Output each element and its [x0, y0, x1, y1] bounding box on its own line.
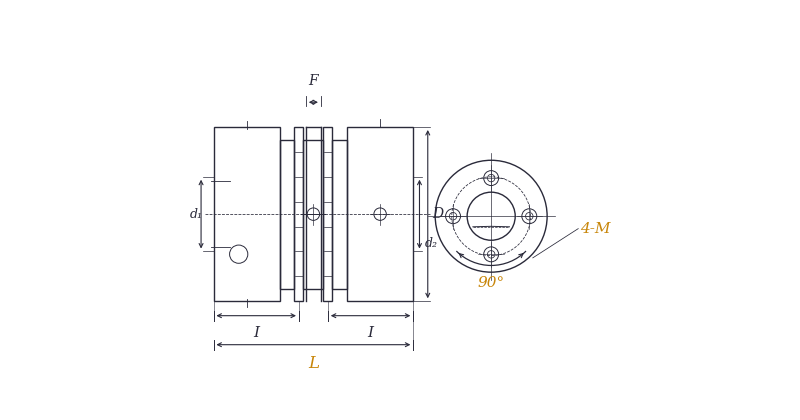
Bar	[323, 127, 333, 301]
Text: 4-M: 4-M	[580, 222, 610, 236]
Text: D: D	[432, 207, 443, 221]
Text: F: F	[309, 74, 318, 88]
Text: d₁: d₁	[190, 207, 202, 220]
Bar	[347, 127, 414, 301]
Bar	[294, 127, 303, 301]
Text: I: I	[253, 326, 259, 340]
Bar	[214, 127, 280, 301]
Text: 90°: 90°	[478, 276, 505, 290]
Text: d₂: d₂	[425, 236, 438, 249]
Text: L: L	[308, 355, 319, 372]
Bar	[280, 139, 294, 289]
Bar	[303, 139, 323, 289]
Bar	[333, 139, 347, 289]
Text: I: I	[367, 326, 374, 340]
